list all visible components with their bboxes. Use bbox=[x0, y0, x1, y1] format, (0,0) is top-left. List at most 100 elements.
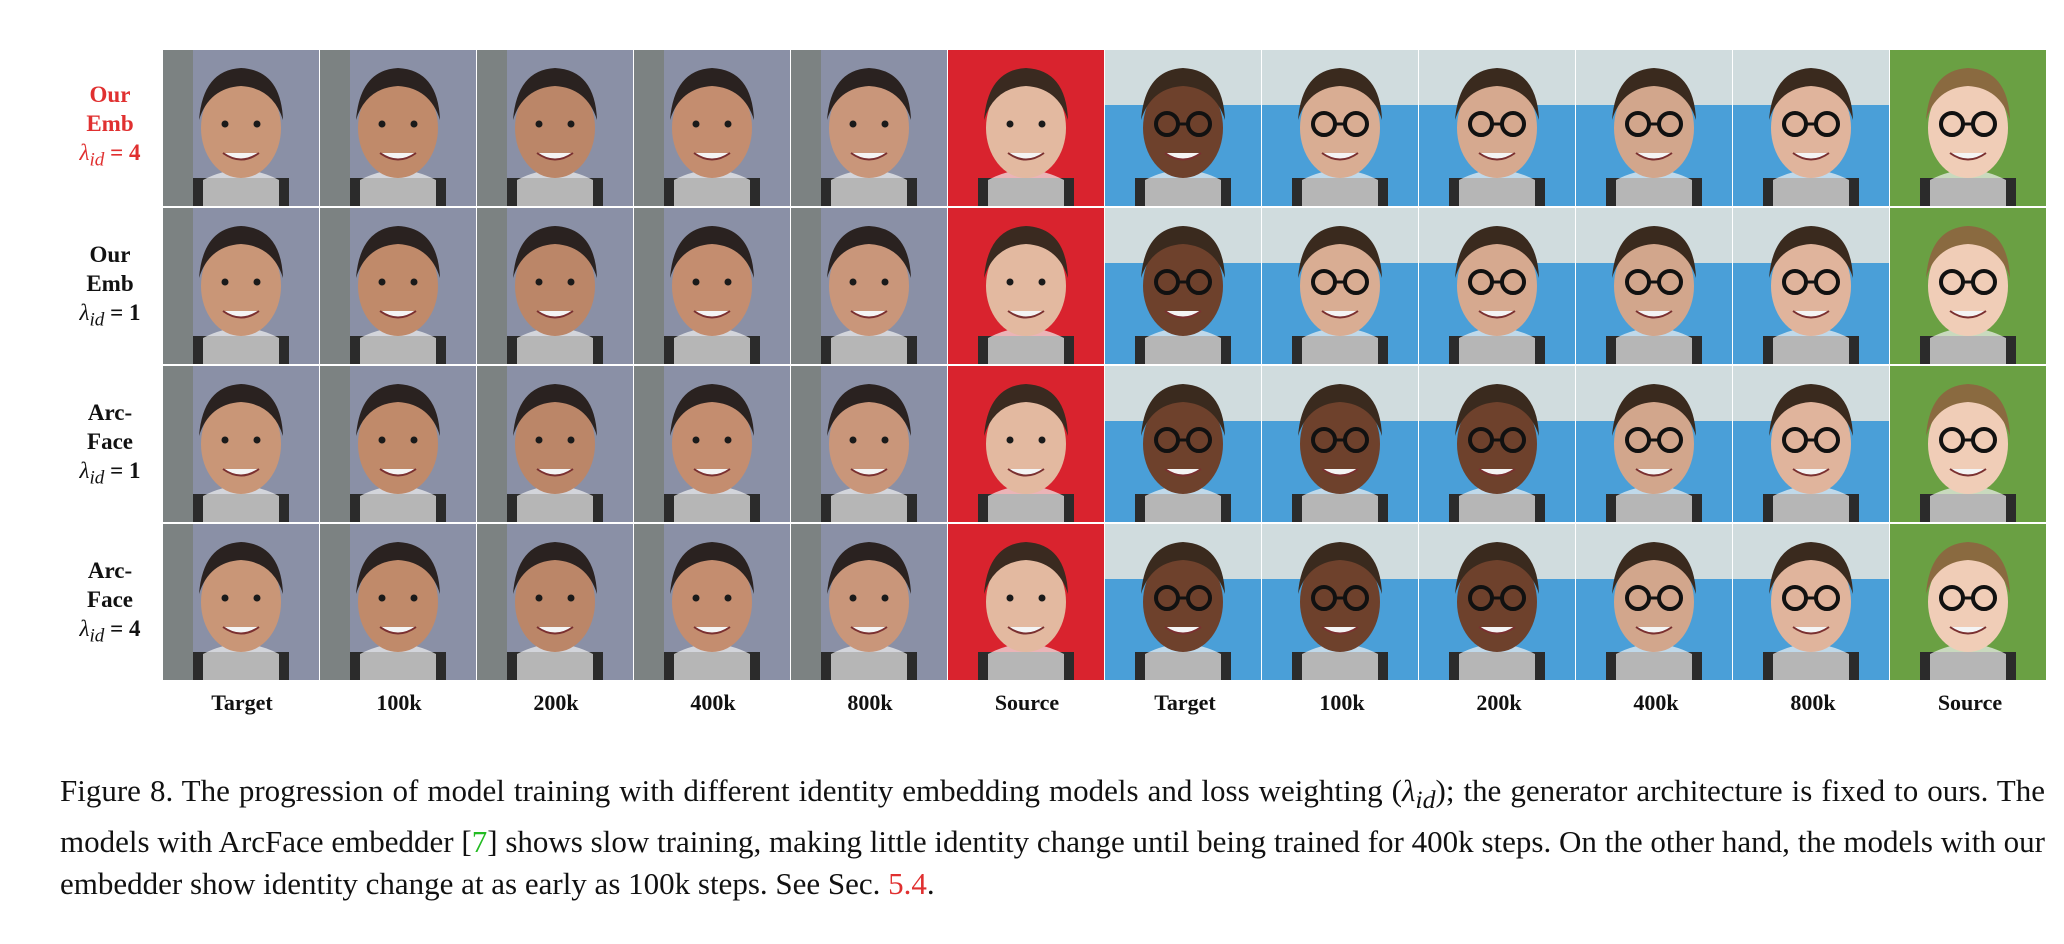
column-label-8: 200k bbox=[1476, 690, 1522, 715]
face-image-r2-c10 bbox=[1733, 366, 1889, 522]
face-image-r1-c10 bbox=[1733, 208, 1889, 364]
grid-cell bbox=[948, 366, 1104, 522]
grid-cell bbox=[791, 366, 947, 522]
face-image-r1-c6 bbox=[1105, 208, 1261, 364]
grid-cell bbox=[163, 524, 319, 680]
grid-cell bbox=[1576, 208, 1732, 364]
grid-cell bbox=[477, 524, 633, 680]
grid-cell bbox=[948, 50, 1104, 206]
face-image-r1-c1 bbox=[320, 208, 476, 364]
face-image-r2-c0 bbox=[163, 366, 319, 522]
grid-cell bbox=[1105, 366, 1261, 522]
grid-cell bbox=[1890, 50, 2046, 206]
grid-cell bbox=[1419, 524, 1575, 680]
row-label-line2: Face bbox=[87, 587, 133, 612]
column-label-9: 400k bbox=[1633, 690, 1679, 715]
column-label-6: Target bbox=[1154, 690, 1216, 715]
row-label-line1: Arc- bbox=[87, 400, 133, 425]
column-label-4: 800k bbox=[847, 690, 893, 715]
face-image-r1-c8 bbox=[1419, 208, 1575, 364]
face-image-r0-c9 bbox=[1576, 50, 1732, 206]
grid-cell bbox=[1733, 366, 1889, 522]
face-image-r2-c6 bbox=[1105, 366, 1261, 522]
face-image-r0-c8 bbox=[1419, 50, 1575, 206]
grid-cell bbox=[1262, 50, 1418, 206]
grid-cell bbox=[1419, 50, 1575, 206]
face-image-r0-c7 bbox=[1262, 50, 1418, 206]
row-label-line1: Our bbox=[89, 242, 131, 267]
face-image-r2-c7 bbox=[1262, 366, 1418, 522]
face-image-r3-c7 bbox=[1262, 524, 1418, 680]
grid-cell bbox=[320, 524, 476, 680]
column-label-10: 800k bbox=[1790, 690, 1836, 715]
row-label-line2: Emb bbox=[86, 111, 134, 136]
grid-cell bbox=[477, 50, 633, 206]
grid-cell bbox=[791, 208, 947, 364]
row-label-lambda: λid = 1 bbox=[79, 458, 141, 489]
face-image-r1-c11 bbox=[1890, 208, 2046, 364]
grid-cell bbox=[1105, 50, 1261, 206]
face-image-r2-c8 bbox=[1419, 366, 1575, 522]
face-image-r3-c6 bbox=[1105, 524, 1261, 680]
face-image-r3-c3 bbox=[634, 524, 790, 680]
face-image-r1-c7 bbox=[1262, 208, 1418, 364]
face-image-r2-c1 bbox=[320, 366, 476, 522]
grid-cell bbox=[477, 366, 633, 522]
grid-cell bbox=[163, 366, 319, 522]
face-image-r0-c4 bbox=[791, 50, 947, 206]
column-label-7: 100k bbox=[1319, 690, 1365, 715]
grid-cell bbox=[948, 208, 1104, 364]
face-image-r1-c3 bbox=[634, 208, 790, 364]
grid-cell bbox=[791, 50, 947, 206]
grid-cell bbox=[320, 50, 476, 206]
grid-cell bbox=[1262, 366, 1418, 522]
face-image-r0-c3 bbox=[634, 50, 790, 206]
row-label-our-emb-1: Our Emb λid = 1 bbox=[60, 240, 160, 335]
grid-cell bbox=[1419, 366, 1575, 522]
row-label-lambda: λid = 1 bbox=[79, 300, 141, 331]
face-image-r0-c0 bbox=[163, 50, 319, 206]
grid-cell bbox=[1419, 208, 1575, 364]
face-image-r1-c4 bbox=[791, 208, 947, 364]
grid-cell bbox=[1733, 50, 1889, 206]
column-label-1: 100k bbox=[376, 690, 422, 715]
citation-link[interactable]: 7 bbox=[471, 824, 488, 860]
grid-cell bbox=[634, 366, 790, 522]
row-label-line1: Arc- bbox=[87, 558, 133, 583]
face-image-r2-c2 bbox=[477, 366, 633, 522]
grid-cell bbox=[163, 208, 319, 364]
face-image-r3-c2 bbox=[477, 524, 633, 680]
face-image-r0-c1 bbox=[320, 50, 476, 206]
row-label-line2: Face bbox=[87, 429, 133, 454]
face-image-r3-c11 bbox=[1890, 524, 2046, 680]
face-image-r0-c6 bbox=[1105, 50, 1261, 206]
face-image-r3-c8 bbox=[1419, 524, 1575, 680]
face-image-r2-c11 bbox=[1890, 366, 2046, 522]
row-label-line1: Our bbox=[89, 82, 131, 107]
section-link[interactable]: 5.4 bbox=[888, 866, 927, 902]
face-image-r2-c5 bbox=[948, 366, 1104, 522]
grid-cell bbox=[320, 208, 476, 364]
face-image-r1-c0 bbox=[163, 208, 319, 364]
face-image-r3-c5 bbox=[948, 524, 1104, 680]
column-label-2: 200k bbox=[533, 690, 579, 715]
grid-cell bbox=[1890, 524, 2046, 680]
grid-cell bbox=[1576, 50, 1732, 206]
column-label-11: Source bbox=[1937, 690, 2003, 715]
row-label-lambda: λid = 4 bbox=[79, 140, 141, 171]
column-label-5: Source bbox=[994, 690, 1060, 715]
grid-cell bbox=[1576, 366, 1732, 522]
face-image-r1-c5 bbox=[948, 208, 1104, 364]
face-image-r1-c2 bbox=[477, 208, 633, 364]
face-image-r3-c10 bbox=[1733, 524, 1889, 680]
face-image-r0-c11 bbox=[1890, 50, 2046, 206]
row-label-arcface-4: Arc- Face λid = 4 bbox=[60, 556, 160, 651]
grid-cell bbox=[1733, 208, 1889, 364]
grid-cell bbox=[1262, 524, 1418, 680]
row-label-our-emb-4: Our Emb λid = 4 bbox=[60, 80, 160, 175]
grid-cell bbox=[1262, 208, 1418, 364]
face-image-r3-c4 bbox=[791, 524, 947, 680]
figure-caption: Figure 8. The progression of model train… bbox=[60, 773, 2045, 902]
grid-cell bbox=[634, 208, 790, 364]
face-image-r0-c5 bbox=[948, 50, 1104, 206]
